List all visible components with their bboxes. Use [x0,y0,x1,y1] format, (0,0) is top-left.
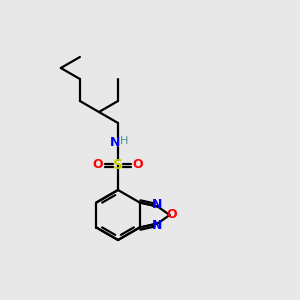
Text: N: N [152,198,162,211]
Text: O: O [133,158,143,172]
Text: O: O [166,208,177,221]
Text: H: H [120,136,128,146]
Text: N: N [152,219,162,232]
Text: N: N [110,136,120,149]
Text: O: O [93,158,103,172]
Text: S: S [113,158,123,172]
